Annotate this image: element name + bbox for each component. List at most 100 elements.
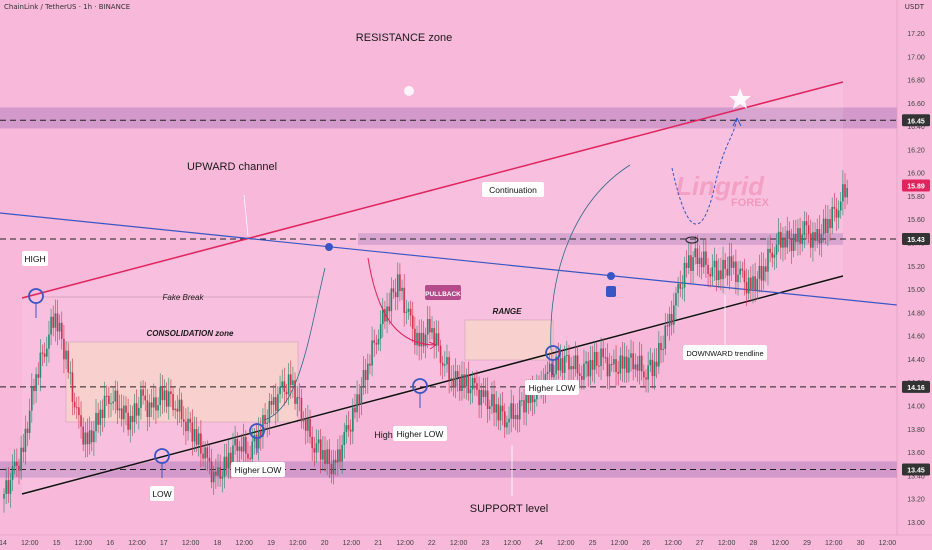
candle-body xyxy=(450,378,453,380)
higher-low-1-label-bg xyxy=(393,426,447,441)
candle-body xyxy=(617,372,619,374)
candle-body xyxy=(713,260,716,268)
candle-body xyxy=(506,422,508,428)
candle-body xyxy=(516,414,519,420)
candle-body xyxy=(313,448,316,453)
candle-body xyxy=(696,248,699,264)
candle-body xyxy=(700,257,703,268)
candle-body xyxy=(585,361,587,364)
candle-body xyxy=(559,358,562,371)
candle-body xyxy=(75,407,78,409)
candle-body xyxy=(735,261,737,283)
candle-body xyxy=(326,449,328,464)
time-axis-bg xyxy=(0,535,932,550)
downward-trendline xyxy=(0,212,898,306)
candle-body xyxy=(792,234,795,251)
candle-body xyxy=(730,256,733,268)
range-label: RANGE xyxy=(493,307,523,316)
candle-body xyxy=(227,452,230,469)
candle-body xyxy=(163,390,166,401)
candle-body xyxy=(621,355,624,369)
candle-body xyxy=(777,231,780,245)
candle-body xyxy=(159,386,162,406)
candle-body xyxy=(566,354,568,356)
price-tick-label: 14.80 xyxy=(907,310,925,317)
candle-body xyxy=(33,386,35,392)
candle-body xyxy=(266,422,269,424)
candle-body xyxy=(341,444,343,462)
candle-body xyxy=(782,237,784,248)
candle-body xyxy=(189,418,191,423)
price-badge-label: 14.16 xyxy=(907,385,925,392)
candle-body xyxy=(623,356,626,369)
candle-body xyxy=(11,466,14,480)
candle-body xyxy=(694,248,697,258)
projection-arrowhead xyxy=(732,117,742,127)
candle-body xyxy=(844,184,846,198)
candle-body xyxy=(324,450,326,464)
candle-body xyxy=(339,449,341,462)
time-tick-label: 27 xyxy=(696,540,704,547)
candle-body xyxy=(225,456,228,469)
candle-body xyxy=(150,402,153,408)
upward-channel-label: UPWARD channel xyxy=(187,161,277,173)
candle-body xyxy=(63,338,65,360)
candle-body xyxy=(728,256,731,276)
candle-body xyxy=(732,261,735,268)
candle-body xyxy=(598,365,600,367)
candle-body xyxy=(330,464,333,475)
candle-body xyxy=(752,276,754,290)
higher-low-3-label-bg xyxy=(525,380,579,395)
candle-body xyxy=(722,259,724,280)
time-tick-label: 28 xyxy=(750,540,758,547)
candle-body xyxy=(812,232,814,248)
candle-body xyxy=(157,405,159,411)
candle-body xyxy=(73,401,76,408)
candle-body xyxy=(570,366,572,370)
price-tick-label: 16.20 xyxy=(907,147,925,154)
watermark-subtext: FOREX xyxy=(731,197,770,209)
candle-body xyxy=(82,426,84,445)
candle-body xyxy=(551,363,553,378)
candle-body xyxy=(649,359,652,366)
candle-body xyxy=(754,276,756,292)
candle-body xyxy=(583,363,585,380)
candle-body xyxy=(403,287,405,313)
candle-body xyxy=(518,400,521,420)
up-arrow-icon xyxy=(606,286,616,297)
candle-body xyxy=(608,364,611,377)
candle-body xyxy=(268,400,271,423)
candle-body xyxy=(178,399,181,412)
time-tick-label: 12:00 xyxy=(128,540,146,547)
candle-body xyxy=(643,371,645,378)
candle-body xyxy=(698,257,701,264)
candle-body xyxy=(105,395,108,397)
candle-body xyxy=(456,371,459,378)
candle-body xyxy=(240,446,243,452)
candle-body xyxy=(204,447,206,459)
candle-body xyxy=(493,394,495,413)
candle-body xyxy=(43,353,46,357)
candle-body xyxy=(461,374,463,392)
time-tick-label: 29 xyxy=(803,540,811,547)
candle-body xyxy=(824,218,827,233)
candle-body xyxy=(653,361,656,377)
candle-body xyxy=(37,374,40,378)
candle-body xyxy=(215,471,217,476)
candle-body xyxy=(446,357,448,365)
candle-body xyxy=(347,425,350,430)
candle-body xyxy=(846,188,848,198)
candle-body xyxy=(360,386,363,405)
candle-body xyxy=(503,411,506,428)
candle-body xyxy=(491,394,493,407)
candle-body xyxy=(116,390,119,411)
candle-body xyxy=(724,259,726,269)
candle-body xyxy=(837,210,840,218)
candle-body xyxy=(407,308,410,312)
candle-body xyxy=(200,433,202,454)
range-box xyxy=(464,319,554,361)
low-label: LOW xyxy=(152,489,171,499)
candle-body xyxy=(809,233,812,248)
candle-body xyxy=(381,309,384,325)
